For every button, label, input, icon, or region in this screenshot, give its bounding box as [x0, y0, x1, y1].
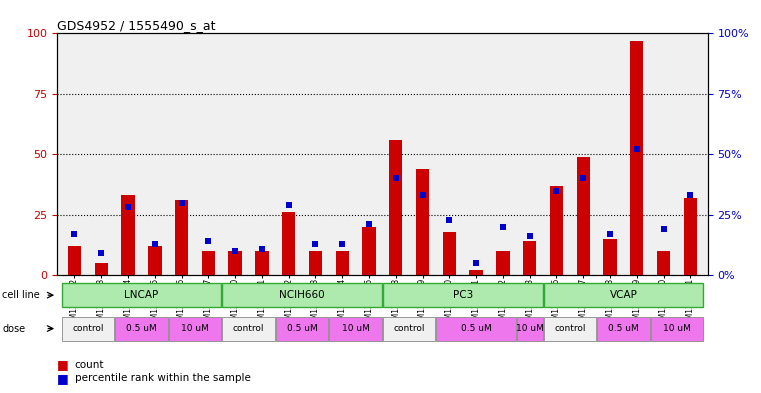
- Bar: [443, 231, 456, 275]
- FancyBboxPatch shape: [222, 316, 275, 341]
- Bar: [255, 251, 269, 275]
- Bar: [336, 251, 349, 275]
- Text: GDS4952 / 1555490_s_at: GDS4952 / 1555490_s_at: [57, 19, 215, 32]
- Text: dose: dose: [2, 323, 25, 334]
- Bar: [228, 251, 242, 275]
- Bar: [683, 198, 697, 275]
- Text: 0.5 uM: 0.5 uM: [126, 324, 157, 333]
- Text: control: control: [393, 324, 425, 333]
- Bar: [470, 270, 482, 275]
- Bar: [282, 212, 295, 275]
- FancyBboxPatch shape: [169, 316, 221, 341]
- Text: ■: ■: [57, 371, 68, 385]
- Bar: [121, 195, 135, 275]
- Bar: [68, 246, 81, 275]
- Bar: [416, 169, 429, 275]
- Bar: [309, 251, 322, 275]
- Bar: [362, 227, 376, 275]
- Text: percentile rank within the sample: percentile rank within the sample: [75, 373, 250, 383]
- Bar: [202, 251, 215, 275]
- Text: 0.5 uM: 0.5 uM: [608, 324, 638, 333]
- Text: 0.5 uM: 0.5 uM: [460, 324, 492, 333]
- Bar: [523, 241, 537, 275]
- Bar: [630, 40, 644, 275]
- Text: control: control: [554, 324, 585, 333]
- FancyBboxPatch shape: [383, 316, 435, 341]
- Text: cell line: cell line: [2, 290, 40, 300]
- Text: 0.5 uM: 0.5 uM: [287, 324, 317, 333]
- Text: ■: ■: [57, 358, 68, 371]
- Text: 10 uM: 10 uM: [516, 324, 543, 333]
- FancyBboxPatch shape: [62, 316, 114, 341]
- Text: NCIH660: NCIH660: [279, 290, 325, 300]
- Bar: [496, 251, 510, 275]
- Text: PC3: PC3: [453, 290, 473, 300]
- Text: control: control: [72, 324, 103, 333]
- FancyBboxPatch shape: [651, 316, 703, 341]
- Text: LNCAP: LNCAP: [124, 290, 158, 300]
- FancyBboxPatch shape: [62, 283, 221, 307]
- Bar: [603, 239, 616, 275]
- FancyBboxPatch shape: [437, 316, 516, 341]
- FancyBboxPatch shape: [222, 283, 382, 307]
- Bar: [389, 140, 403, 275]
- FancyBboxPatch shape: [115, 316, 167, 341]
- Bar: [549, 185, 563, 275]
- FancyBboxPatch shape: [383, 283, 543, 307]
- FancyBboxPatch shape: [517, 316, 543, 341]
- FancyBboxPatch shape: [275, 316, 328, 341]
- Bar: [175, 200, 188, 275]
- FancyBboxPatch shape: [543, 316, 596, 341]
- Text: count: count: [75, 360, 104, 370]
- FancyBboxPatch shape: [543, 283, 703, 307]
- Bar: [577, 157, 590, 275]
- Bar: [94, 263, 108, 275]
- Text: 10 uM: 10 uM: [181, 324, 209, 333]
- FancyBboxPatch shape: [597, 316, 650, 341]
- Text: VCAP: VCAP: [610, 290, 637, 300]
- Text: 10 uM: 10 uM: [663, 324, 691, 333]
- Text: 10 uM: 10 uM: [342, 324, 370, 333]
- Bar: [657, 251, 670, 275]
- Text: control: control: [233, 324, 264, 333]
- Bar: [148, 246, 161, 275]
- FancyBboxPatch shape: [330, 316, 382, 341]
